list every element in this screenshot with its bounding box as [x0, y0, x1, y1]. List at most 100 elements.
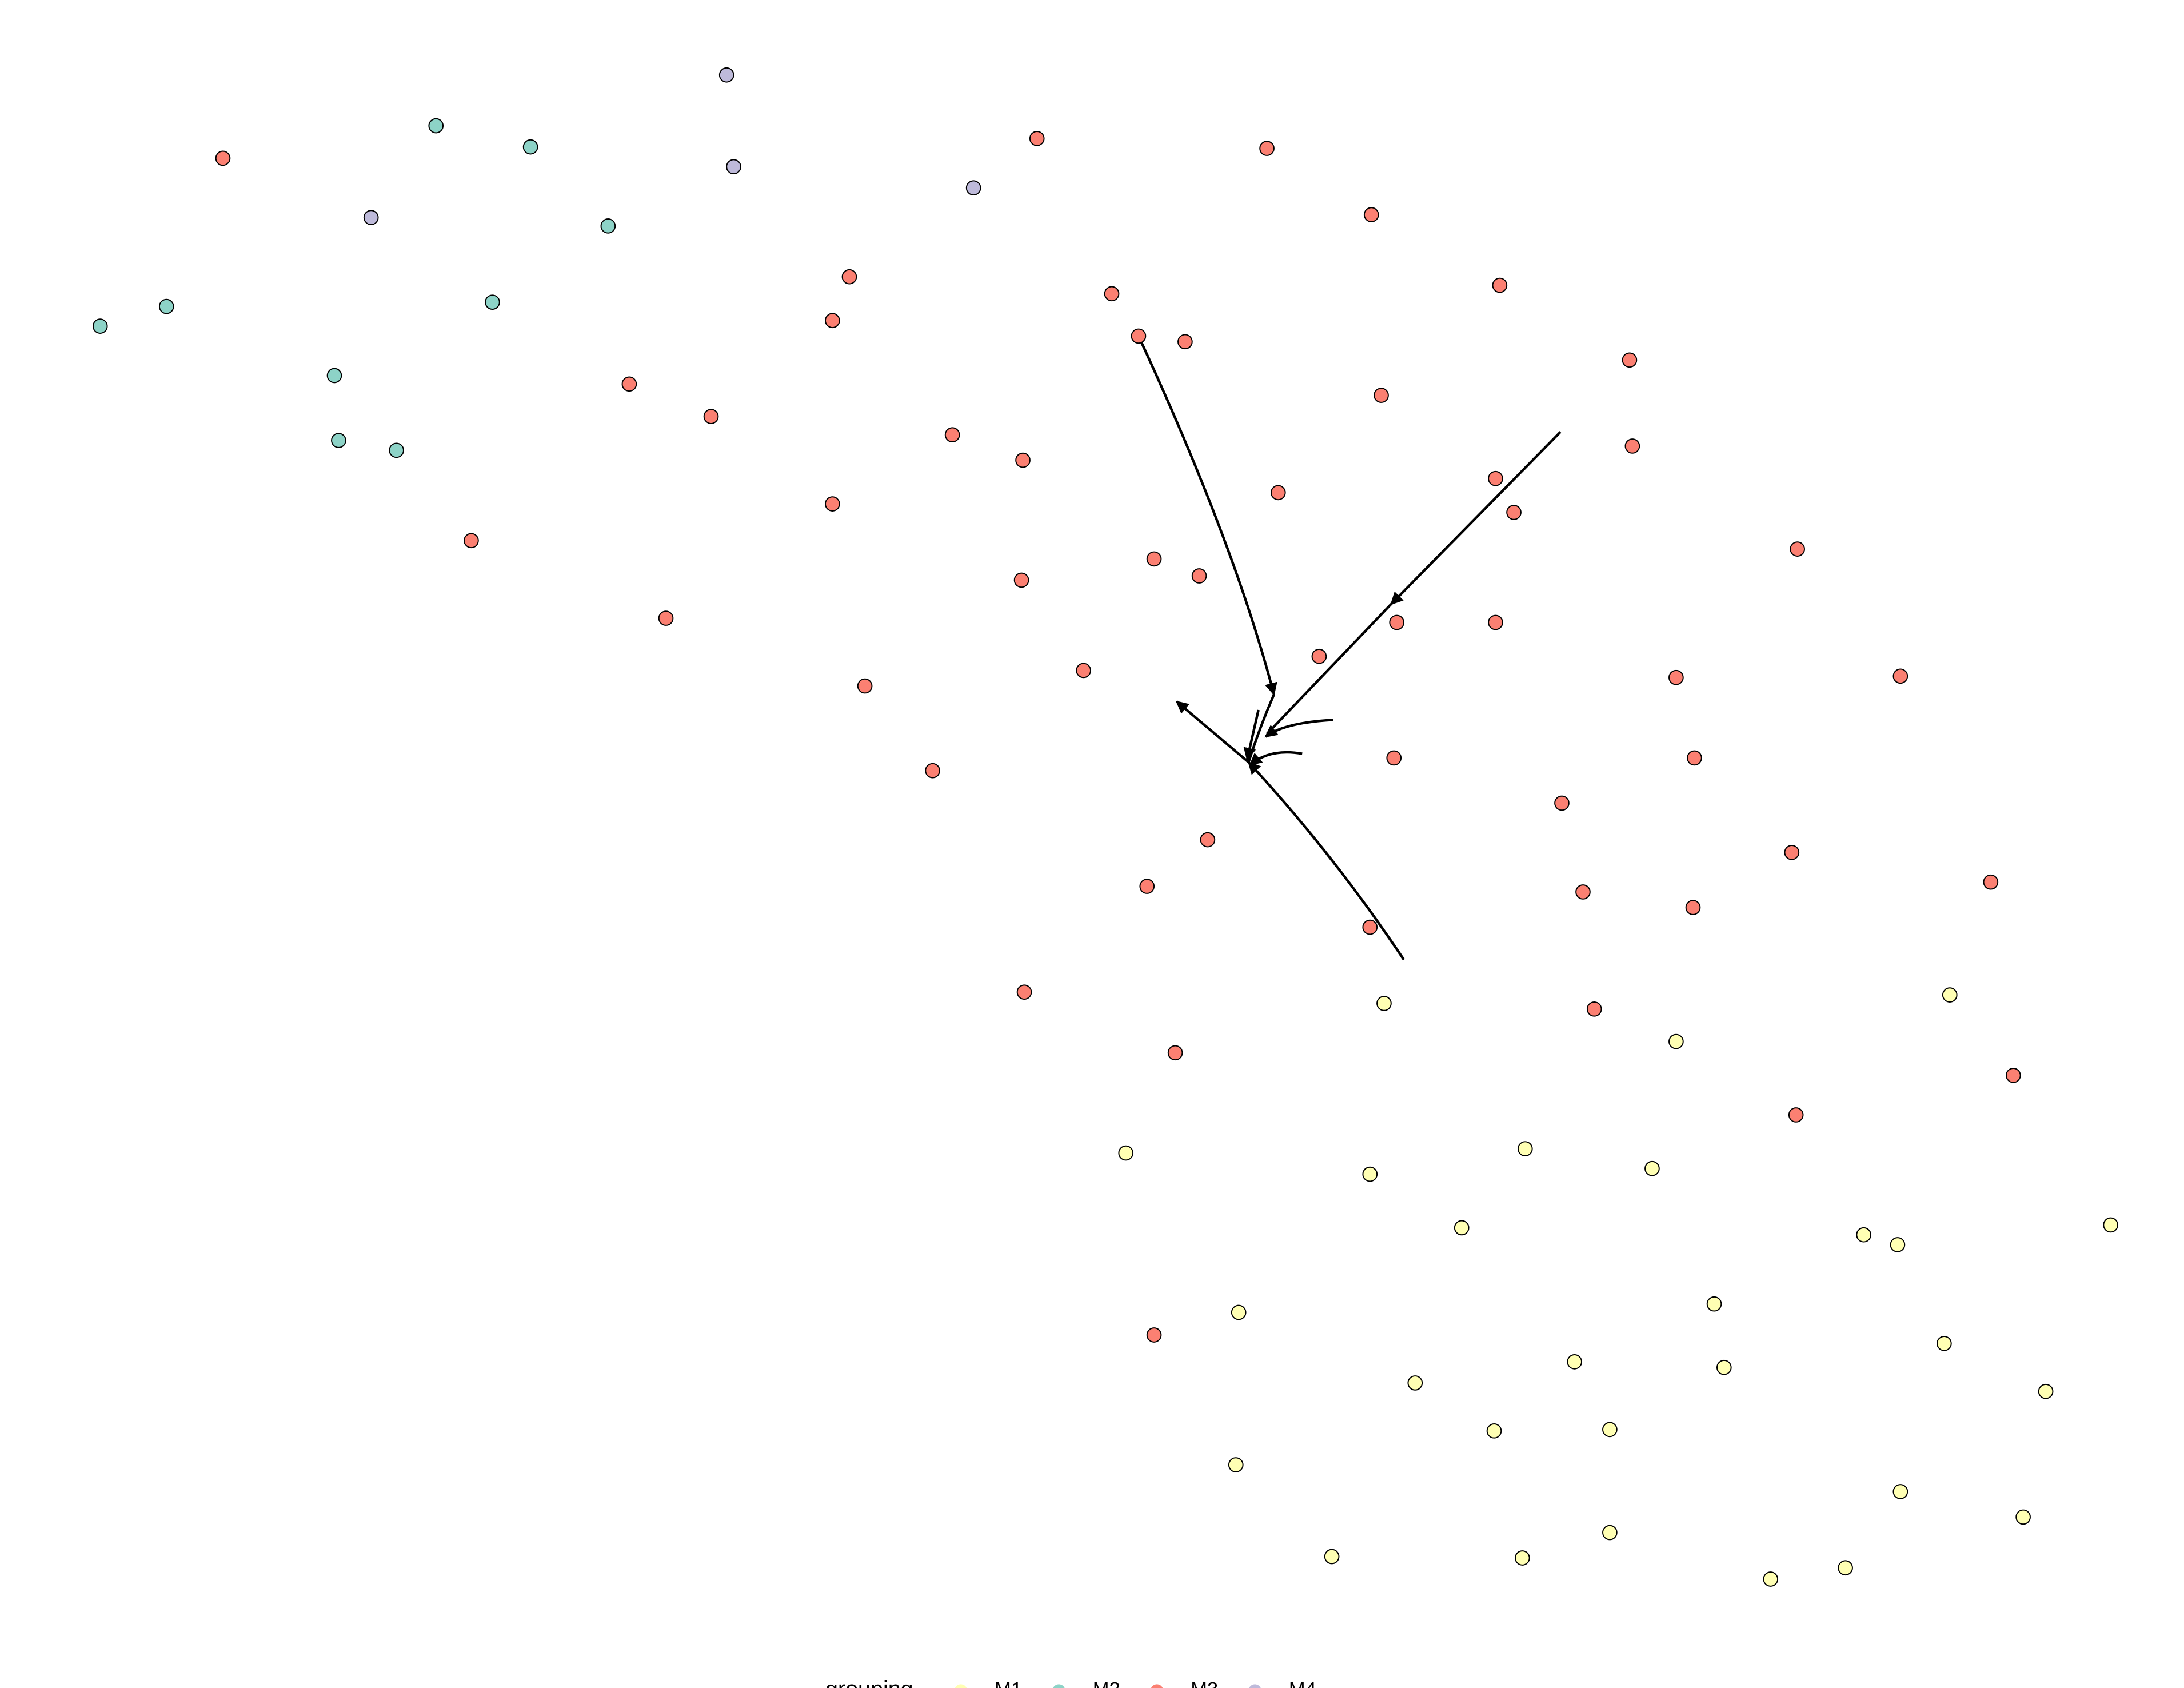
point — [965, 180, 981, 196]
point — [158, 298, 174, 314]
point — [1486, 1423, 1502, 1439]
point — [1790, 541, 1806, 557]
point — [1231, 1304, 1247, 1320]
point — [726, 159, 741, 175]
point — [522, 139, 538, 155]
legend-key — [1151, 1684, 1163, 1688]
points — [92, 67, 2118, 1587]
arrow — [1264, 719, 1333, 738]
point — [326, 368, 342, 384]
point — [1386, 750, 1402, 766]
point — [1517, 1141, 1533, 1156]
point — [1784, 844, 1800, 860]
legend-label: M1 — [995, 1679, 1022, 1688]
point — [1983, 874, 1999, 890]
legend-label: M3 — [1191, 1679, 1218, 1688]
point — [2015, 1509, 2031, 1525]
point — [1324, 1549, 1340, 1565]
point — [1575, 884, 1591, 900]
point — [1838, 1560, 1853, 1576]
point — [1602, 1422, 1618, 1438]
arrow — [1247, 693, 1275, 763]
point — [1029, 130, 1045, 146]
point — [1374, 388, 1389, 403]
legend-key — [1053, 1684, 1065, 1688]
point — [428, 118, 444, 134]
point — [1177, 334, 1193, 350]
point — [1104, 286, 1120, 302]
point — [1015, 452, 1031, 468]
point — [2103, 1217, 2118, 1233]
arrow — [1247, 761, 1405, 961]
point — [1644, 1160, 1660, 1176]
point — [703, 409, 719, 424]
point — [1311, 648, 1327, 664]
point — [718, 67, 734, 83]
point — [1942, 987, 1958, 1003]
point — [1376, 996, 1392, 1011]
point — [1363, 207, 1379, 222]
point — [1624, 438, 1640, 454]
arrows — [1137, 335, 1562, 961]
point — [1139, 879, 1155, 894]
legend-label: M4 — [1289, 1679, 1316, 1688]
legend: grouping M1 M2 M3 M4 — [825, 1677, 1316, 1688]
point — [1167, 1045, 1183, 1061]
point — [857, 678, 873, 694]
point — [1076, 663, 1092, 679]
point — [1488, 470, 1503, 486]
point — [1890, 1237, 1906, 1252]
point — [600, 218, 616, 234]
point — [215, 150, 231, 166]
point — [1200, 832, 1216, 848]
point — [1191, 568, 1207, 584]
point — [824, 496, 840, 512]
arrow — [1175, 700, 1249, 764]
point — [1892, 1484, 1908, 1499]
point — [1716, 1359, 1732, 1375]
point — [1488, 614, 1503, 630]
arrow — [1137, 335, 1277, 696]
point — [92, 318, 108, 334]
point — [1016, 984, 1032, 1000]
point — [841, 269, 857, 285]
legend-label: M2 — [1093, 1679, 1120, 1688]
point — [1567, 1354, 1583, 1370]
point — [1687, 750, 1702, 766]
point — [464, 533, 479, 549]
point — [1622, 352, 1638, 368]
point — [658, 610, 674, 626]
point — [944, 427, 960, 443]
point — [2006, 1067, 2021, 1083]
point — [621, 376, 637, 392]
point — [1454, 1220, 1470, 1236]
point — [1554, 795, 1570, 811]
point — [1515, 1550, 1530, 1566]
arrow — [1390, 431, 1562, 605]
point — [331, 433, 346, 448]
point — [2038, 1383, 2054, 1399]
legend-key — [1249, 1684, 1261, 1688]
point — [1685, 900, 1701, 915]
point — [824, 313, 840, 329]
arrow — [1249, 751, 1303, 766]
point — [1362, 1166, 1378, 1182]
point — [1668, 1033, 1684, 1049]
point — [1407, 1375, 1423, 1391]
point — [1146, 551, 1162, 567]
point — [925, 763, 940, 779]
point — [1259, 141, 1275, 156]
point — [1763, 1571, 1779, 1587]
point — [1131, 328, 1147, 344]
point — [1706, 1296, 1722, 1312]
legend-title: grouping — [825, 1677, 913, 1688]
point — [485, 294, 500, 310]
legend-key — [955, 1684, 967, 1688]
point — [1856, 1227, 1872, 1243]
point — [1013, 572, 1029, 588]
point — [1506, 505, 1522, 520]
point — [1788, 1107, 1804, 1123]
point — [1362, 919, 1378, 935]
point — [1602, 1525, 1618, 1541]
